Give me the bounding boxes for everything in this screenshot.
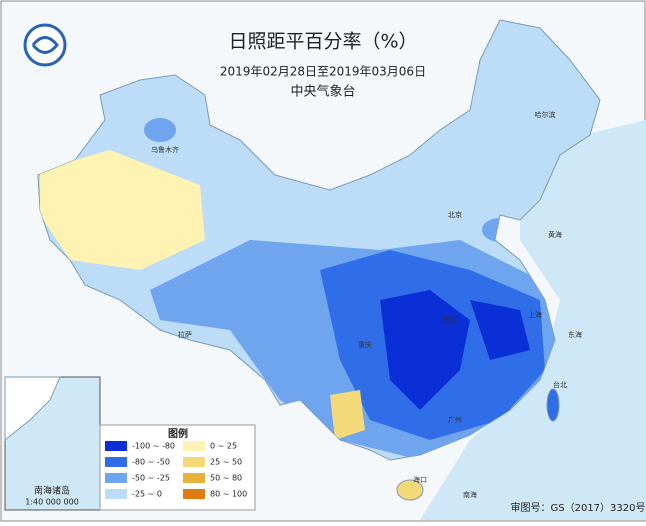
- place-label: 黄海: [548, 230, 562, 239]
- place-label: 北京: [448, 210, 462, 219]
- hainan: [396, 479, 424, 501]
- logo: [23, 23, 67, 67]
- legend: 图例 -100 ~ -80 -80 ~ -50 -50 ~ -25 -25 ~ 0 0 …: [99, 424, 256, 511]
- agency: 中央气象台: [290, 84, 355, 100]
- place-label: 上海: [528, 310, 542, 319]
- region: [330, 390, 365, 440]
- place-label: 南海: [463, 490, 477, 499]
- inset-label: 南海诸岛: [34, 485, 70, 497]
- inset-land: [4, 376, 61, 442]
- legend-swatch: [183, 457, 205, 467]
- place-label: 重庆: [358, 340, 372, 349]
- place-label: 台北: [553, 380, 567, 389]
- place-label: 东海: [568, 330, 582, 339]
- region: [470, 300, 530, 360]
- inset: 南海诸岛 1:40 000 000: [4, 376, 101, 511]
- legend-label: -25 ~ 0: [132, 490, 162, 499]
- legend-swatch: [183, 489, 205, 499]
- legend-label: 0 ~ 25: [210, 442, 237, 451]
- sea: [420, 120, 646, 520]
- place-label: 广州: [448, 415, 462, 424]
- review-number: 审图号：GS（2017）3320号: [511, 501, 646, 514]
- legend-label: 25 ~ 50: [210, 458, 242, 467]
- logo-mark: [31, 36, 59, 54]
- legend-swatch: [105, 489, 127, 499]
- subtitle: 2019年02月28日至2019年03月06日: [220, 65, 426, 79]
- region: [40, 150, 205, 270]
- place-label: 海口: [413, 475, 427, 484]
- place-label: 乌鲁木齐: [151, 145, 179, 154]
- region: [380, 290, 470, 410]
- inset-scale: 1:40 000 000: [25, 498, 79, 507]
- place-label: 拉萨: [178, 330, 192, 339]
- place-label: 武汉: [443, 315, 457, 324]
- legend-swatch: [105, 473, 127, 483]
- title: 日照距平百分率（%）: [228, 31, 417, 53]
- legend-swatch: [105, 441, 127, 451]
- legend-swatch: [183, 441, 205, 451]
- legend-label: -80 ~ -50: [132, 458, 170, 467]
- legend-label: 80 ~ 100: [210, 490, 247, 499]
- taiwan: [546, 388, 560, 422]
- legend-label: -100 ~ -80: [132, 442, 175, 451]
- region: [144, 118, 176, 142]
- legend-title: 图例: [168, 427, 188, 440]
- legend-swatch: [105, 457, 127, 467]
- legend-swatch: [183, 473, 205, 483]
- legend-label: 50 ~ 80: [210, 474, 242, 483]
- legend-label: -50 ~ -25: [132, 474, 170, 483]
- place-label: 哈尔滨: [535, 110, 556, 119]
